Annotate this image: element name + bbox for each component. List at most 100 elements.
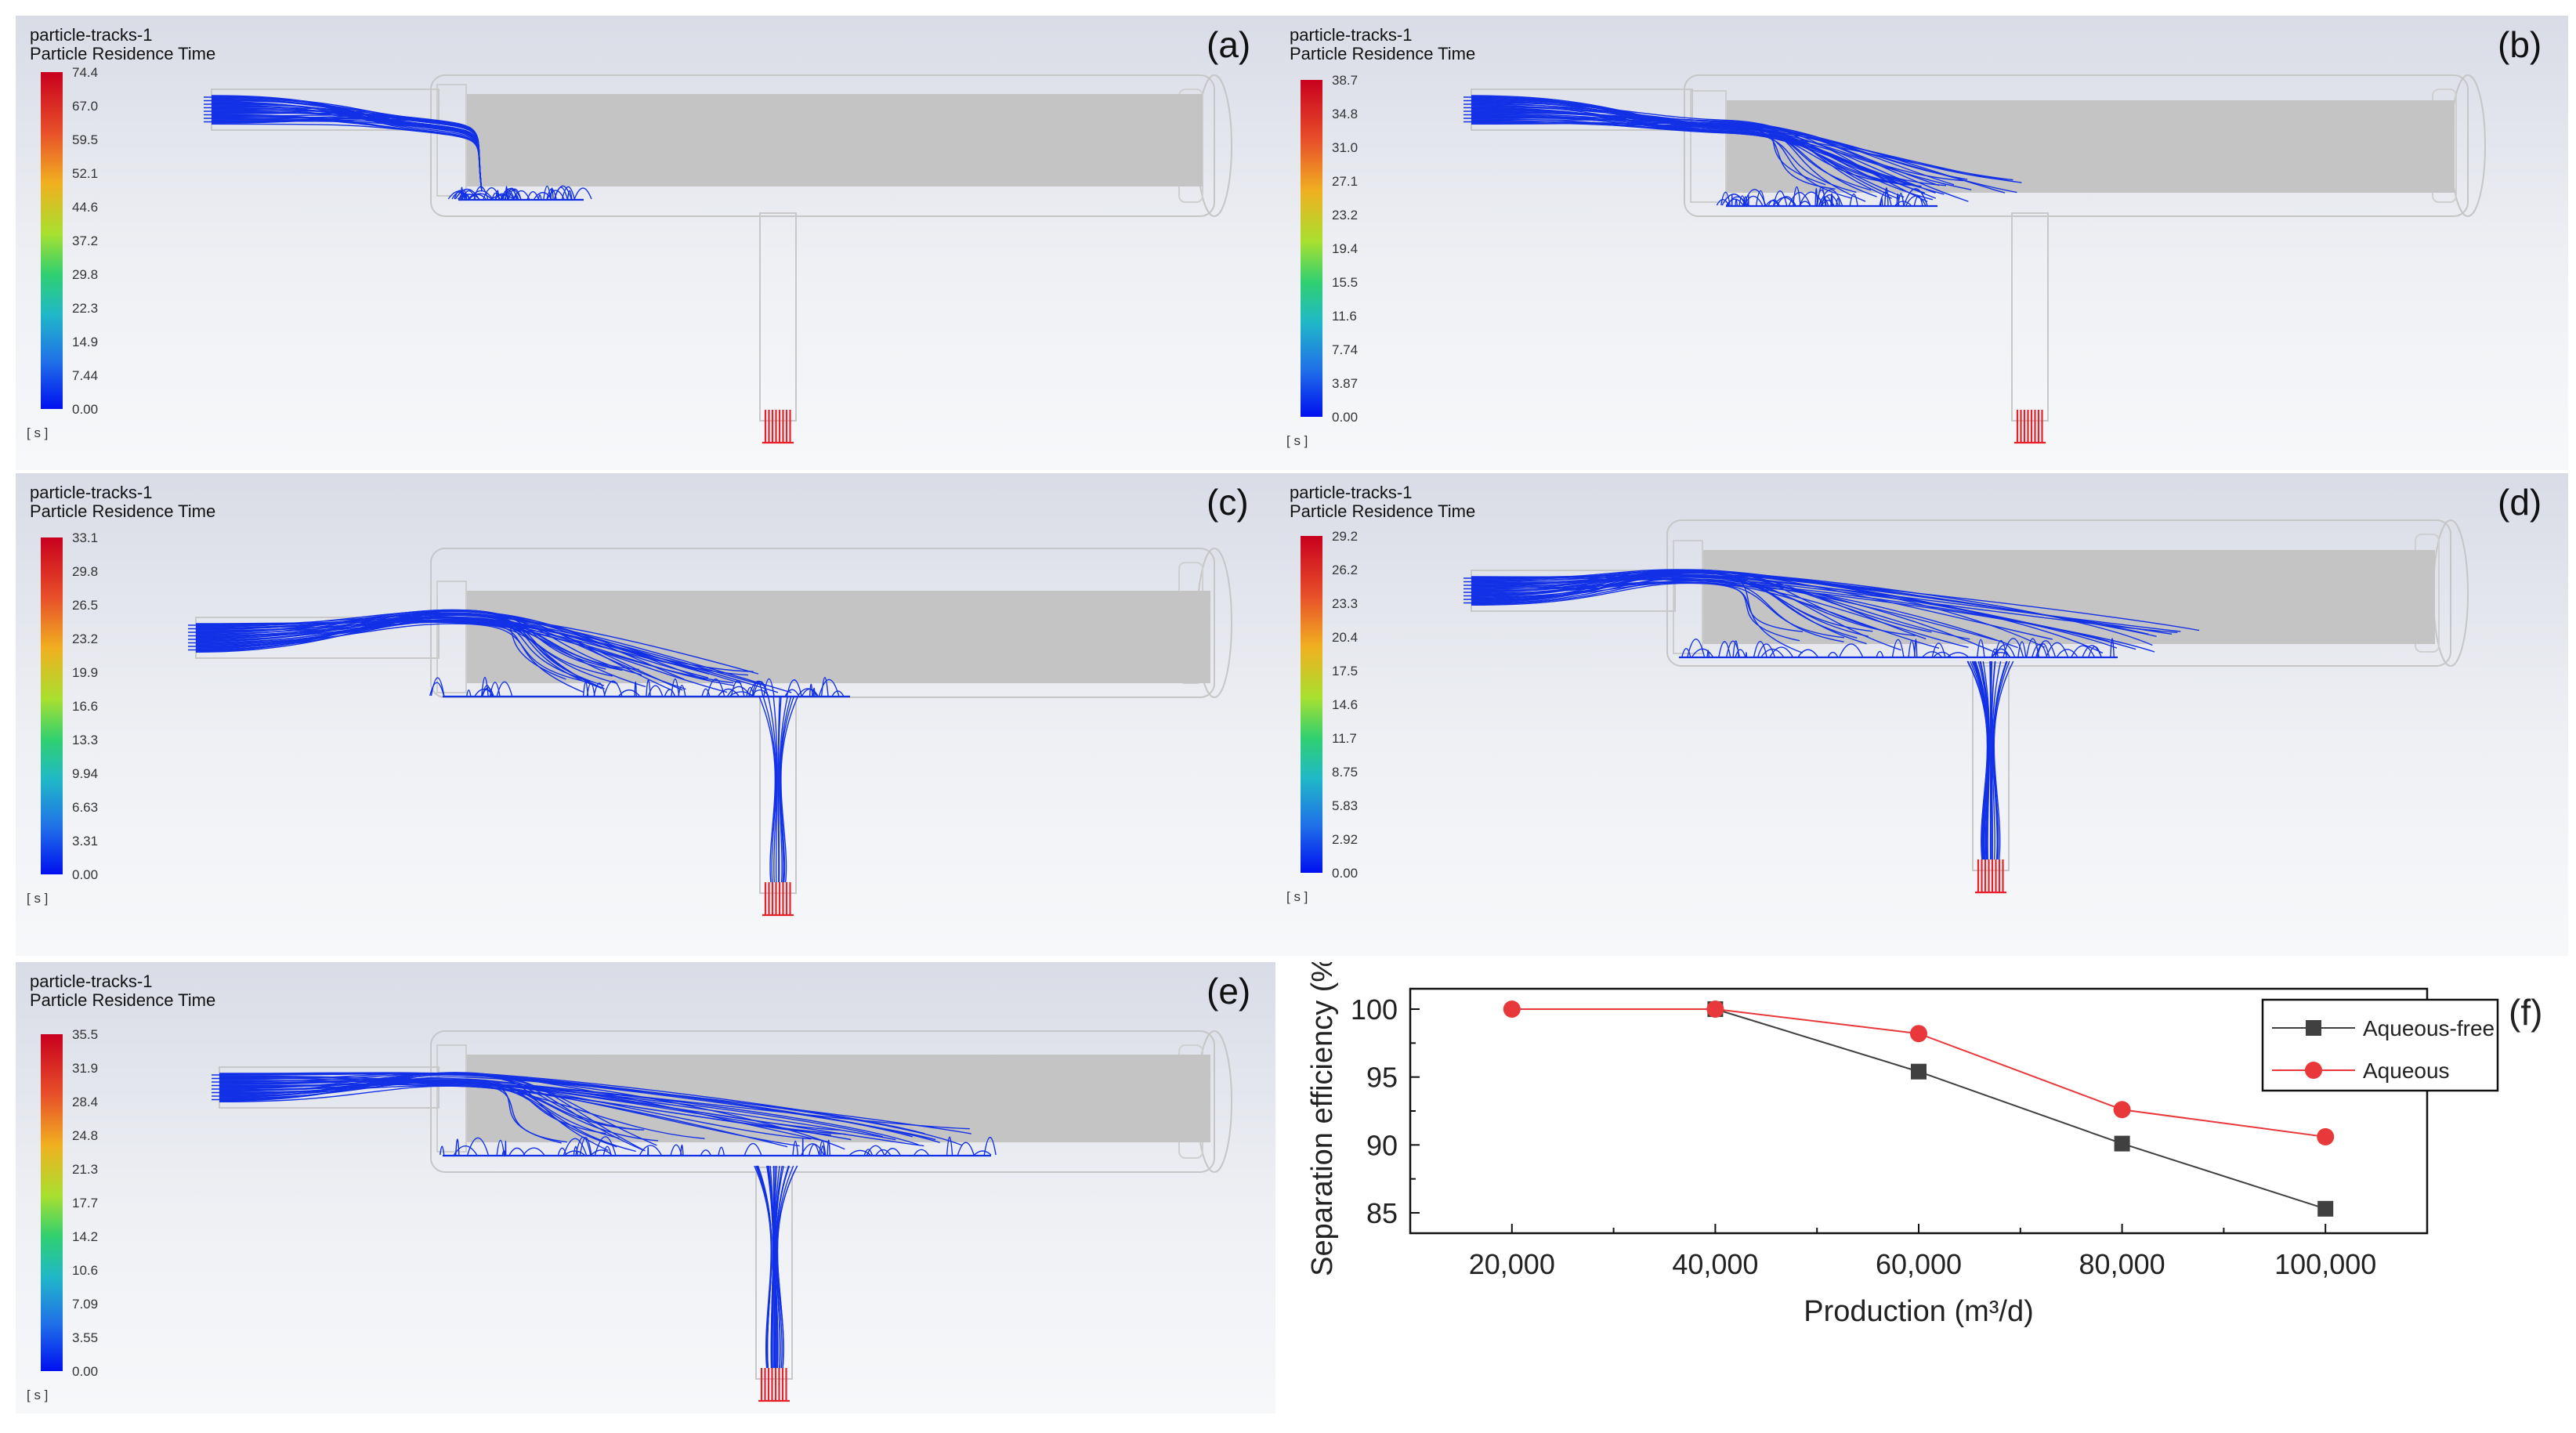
outlet-particles xyxy=(1975,859,2006,894)
x-tick-label: 40,000 xyxy=(1672,1248,1758,1280)
series-line-aqueous-free xyxy=(1715,1008,2326,1210)
y-tick-label: 95 xyxy=(1366,1062,1398,1094)
colorbar-tick-label: 34.8 xyxy=(1332,107,1358,121)
colorbar-tick-label: 23.2 xyxy=(1332,208,1358,223)
data-point-aqueous-free xyxy=(2114,1135,2130,1152)
inlet-chamber xyxy=(436,84,467,197)
colorbar-unit: [ s ] xyxy=(27,1388,48,1402)
tracks-name: particle-tracks-1 xyxy=(30,25,153,45)
colorbar-tick-label: 19.9 xyxy=(72,665,98,680)
colorbar-tick-label: 0.00 xyxy=(1332,866,1358,881)
x-axis-label: Production (m³/d) xyxy=(1804,1295,2034,1328)
chart-panel-f: 85 90 95 100 20,000 40,000 60,000 80,000 100,000… xyxy=(1275,946,2576,1429)
colorbar-unit: [ s ] xyxy=(1286,433,1308,448)
flow-scene: 38.7 34.8 31.0 27.1 23.2 19.4 15.5 11.6 7.74 3.87… xyxy=(1286,73,2486,448)
panel-letter: (b) xyxy=(2498,24,2542,65)
colorbar-unit: [ s ] xyxy=(27,425,48,440)
panel-letter: (f) xyxy=(2509,992,2542,1033)
colorbar-tick-label: 0.00 xyxy=(1332,410,1358,425)
colorbar-tick-label: 3.55 xyxy=(72,1330,98,1345)
data-point-aqueous xyxy=(1503,1001,1521,1018)
particle-tracks xyxy=(1463,95,2022,208)
colorbar-tick-label: 3.87 xyxy=(1332,376,1358,391)
colorbar-tick-label: 0.00 xyxy=(72,867,98,882)
colorbar-tick-label: 26.2 xyxy=(1332,563,1358,577)
x-tick-label: 100,000 xyxy=(2274,1248,2376,1280)
colorbar-tick-label: 19.4 xyxy=(1332,241,1358,256)
colorbar-tick-label: 7.74 xyxy=(1332,342,1358,357)
colorbar-unit: [ s ] xyxy=(27,891,48,906)
tracks-name: particle-tracks-1 xyxy=(1290,483,1413,502)
colorbar-tick-label: 24.8 xyxy=(72,1128,98,1143)
filter-tube-bundle xyxy=(466,1055,1210,1142)
colorbar-tick-label: 10.6 xyxy=(72,1263,98,1278)
y-axis-label: Separation efficiency (%) xyxy=(1306,962,1339,1276)
colorbar-tick-label: 22.3 xyxy=(72,301,98,316)
x-tick-label: 60,000 xyxy=(1876,1248,1962,1280)
legend-marker xyxy=(2305,1062,2322,1079)
colorbar-tick-label: 23.3 xyxy=(1332,596,1358,611)
data-point-aqueous xyxy=(1706,1001,1724,1018)
outlet-pipe xyxy=(759,212,797,422)
colorbar xyxy=(1301,536,1322,873)
colorbar-tick-label: 28.4 xyxy=(72,1095,98,1109)
colorbar-tick-label: 14.9 xyxy=(72,335,98,349)
colorbar-tick-label: 74.4 xyxy=(72,65,98,80)
colorbar-tick-label: 33.1 xyxy=(72,530,98,545)
colorbar-tick-label: 15.5 xyxy=(1332,275,1358,290)
panel-letter: (e) xyxy=(1207,971,1251,1011)
vessel-outline xyxy=(430,1030,1215,1173)
particle-tracks xyxy=(1463,569,2200,860)
colorbar-tick-label: 14.2 xyxy=(72,1229,98,1244)
colorbar-tick-label: 5.83 xyxy=(1332,798,1358,813)
panel-d: particle-tracks-1 Particle Residence Time… xyxy=(1275,473,2568,956)
outlet-particles xyxy=(2014,410,2046,444)
y-tick-label: 85 xyxy=(1366,1197,1398,1229)
outlet-particles xyxy=(762,410,794,444)
colorbar-tick-label: 11.7 xyxy=(1332,731,1357,746)
inlet-chamber xyxy=(1690,90,1727,203)
colorbar-tick-label: 20.4 xyxy=(1332,630,1358,645)
colorbar-tick-label: 27.1 xyxy=(1332,174,1358,189)
data-point-aqueous-free xyxy=(2317,1200,2334,1217)
colorbar-tick-label: 0.00 xyxy=(72,1364,98,1379)
outlet-particles xyxy=(758,1368,790,1402)
legend-box xyxy=(2261,998,2499,1092)
colorbar-tick-label: 31.9 xyxy=(72,1061,98,1076)
tracks-name: particle-tracks-1 xyxy=(1290,25,1413,45)
y-tick-label: 90 xyxy=(1366,1129,1398,1161)
panel-b: particle-tracks-1 Particle Residence Time… xyxy=(1275,16,2568,470)
flow-scene: 74.4 67.0 59.5 52.1 44.6 37.2 29.8 22.3 14.9 7.44… xyxy=(27,65,1232,444)
outlet-particles xyxy=(762,882,794,917)
colorbar-tick-label: 3.31 xyxy=(72,834,98,849)
particle-tracks xyxy=(212,1072,997,1369)
colorbar-tick-label: 67.0 xyxy=(72,99,98,114)
x-tick-label: 80,000 xyxy=(2079,1248,2165,1280)
colorbar-tick-label: 2.92 xyxy=(1332,832,1358,847)
colorbar-tick-label: 17.7 xyxy=(72,1196,98,1210)
panel-letter: (c) xyxy=(1207,482,1249,523)
panel-c: particle-tracks-1 Particle Residence Time… xyxy=(16,473,1275,956)
colorbar-tick-label: 29.8 xyxy=(72,564,98,579)
colorbar-tick-label: 38.7 xyxy=(1332,73,1358,88)
colorbar xyxy=(1301,80,1322,417)
variable-name: Particle Residence Time xyxy=(30,501,216,521)
separation-efficiency-chart: 85 90 95 100 20,000 40,000 60,000 80,000 100,000… xyxy=(1306,946,2542,1328)
colorbar-tick-label: 7.09 xyxy=(72,1297,98,1312)
colorbar-tick-label: 26.5 xyxy=(72,598,98,613)
inlet-chamber xyxy=(1673,540,1703,654)
variable-name: Particle Residence Time xyxy=(1290,44,1476,63)
inlet-chamber xyxy=(436,581,467,693)
colorbar-tick-label: 0.00 xyxy=(72,402,98,417)
flow-scene: 35.5 31.9 28.4 24.8 21.3 17.7 14.2 10.6 7.09 3.55… xyxy=(27,1027,1232,1402)
colorbar-tick-label: 29.8 xyxy=(72,267,98,282)
colorbar-tick-label: 9.94 xyxy=(72,766,98,781)
vessel-outline xyxy=(430,74,1215,217)
colorbar-tick-label: 16.6 xyxy=(72,699,98,714)
colorbar-tick-label: 31.0 xyxy=(1332,140,1358,155)
legend-marker xyxy=(2306,1020,2321,1036)
y-tick-label: 100 xyxy=(1351,993,1398,1026)
panel-letter: (a) xyxy=(1207,24,1251,65)
outlet-pipe xyxy=(2011,212,2049,422)
legend-label: Aqueous-free xyxy=(2363,1016,2495,1040)
